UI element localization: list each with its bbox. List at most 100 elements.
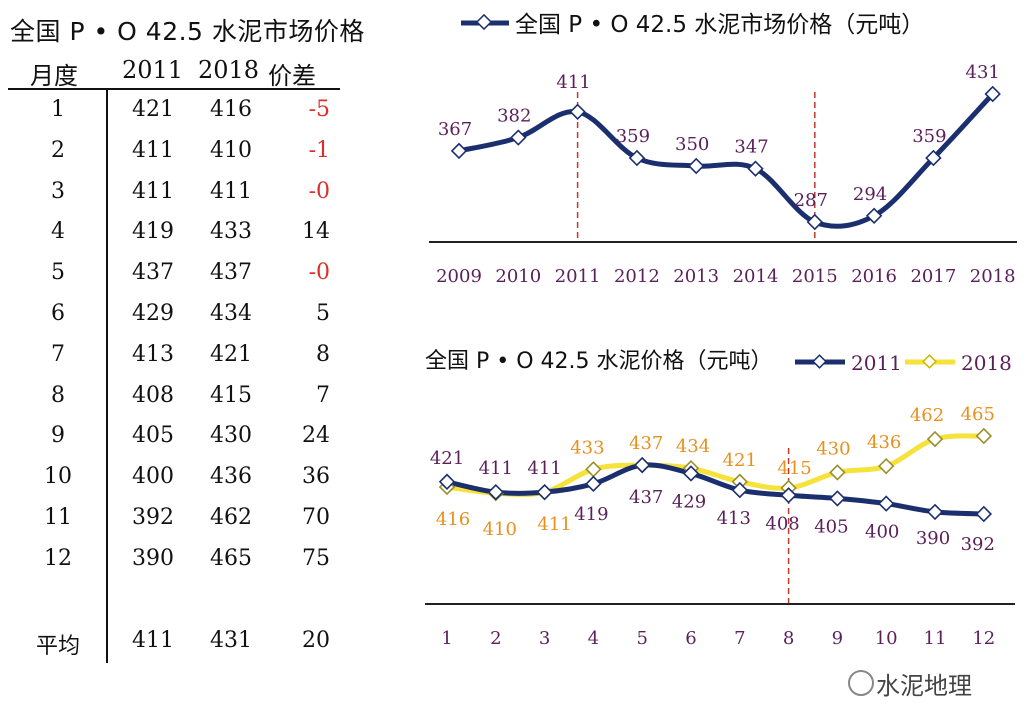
table-row-10-cell-2: 436 [210, 464, 252, 490]
x-tick-2009: 2009 [436, 266, 482, 287]
x-tick-month-6: 6 [685, 628, 696, 649]
table-row-3-cell-3: -0 [308, 178, 330, 204]
point-2010 [510, 129, 527, 146]
point-2015 [806, 213, 824, 231]
table-row-9-cell-0: 9 [51, 423, 65, 449]
table-row-8-cell-2: 415 [210, 382, 252, 408]
label-2018-2: 410 [483, 519, 517, 540]
table-row-11-cell-1: 392 [132, 505, 174, 530]
column-divider [106, 88, 108, 663]
table-row-1-cell-1: 421 [132, 97, 174, 122]
legend-2011-marker-icon [812, 354, 827, 369]
point-2018-11 [926, 430, 944, 448]
table-row-4-cell-1: 419 [132, 219, 174, 245]
table-row-7-cell-1: 413 [132, 341, 174, 367]
x-tick-month-10: 10 [875, 628, 898, 649]
label-2018-9: 430 [816, 438, 850, 459]
table-row-6-cell-3: 5 [316, 301, 330, 326]
point-2011-7 [731, 481, 749, 499]
wechat-icon [848, 670, 874, 696]
x-tick-month-4: 4 [588, 628, 599, 649]
table-row-12-cell-3: 75 [302, 545, 330, 571]
legend: 2011 2018 [795, 351, 1012, 375]
series-line-price [458, 92, 995, 229]
legend-2018-label: 2018 [961, 351, 1012, 375]
label-2011-1: 421 [430, 448, 464, 469]
point-2017 [925, 149, 942, 167]
label-2018-10: 436 [867, 432, 901, 453]
header-month: 月度 [30, 62, 78, 90]
point-2018-4 [585, 461, 602, 478]
data-label-2009: 367 [438, 119, 472, 140]
data-label-2012: 359 [616, 126, 650, 147]
table-row-average-cell-0: 平均 [35, 634, 80, 659]
label-2018-5: 437 [629, 433, 663, 454]
monthly-price-chart: 全国 P • O 42.5 水泥价格（元吨） 2011 2018 421 411 4… [425, 349, 1015, 649]
annual-price-chart: 全国 P • O 42.5 水泥市场价格（元吨） 367 382 411 359 350… [429, 12, 1017, 287]
point-2013 [687, 157, 705, 175]
x-tick-2017: 2017 [910, 266, 956, 287]
point-2011 [569, 103, 586, 120]
label-2011-12: 392 [961, 534, 995, 555]
data-label-2015: 287 [794, 190, 828, 211]
table-row-3-cell-0: 3 [51, 178, 65, 204]
x-tick-month-5: 5 [636, 628, 647, 649]
table-title: 全国 P • O 42.5 水泥市场价格 [10, 17, 365, 46]
table-row-10-cell-1: 400 [132, 464, 174, 490]
x-tick-month-2: 2 [490, 628, 501, 649]
legend-2018-marker-icon [922, 354, 937, 369]
label-2011-8: 408 [765, 513, 799, 534]
table-row-8-cell-3: 7 [316, 382, 330, 408]
x-tick-month-8: 8 [783, 628, 794, 649]
point-2009 [450, 142, 468, 160]
x-tick-2016: 2016 [851, 266, 897, 287]
table-row-7-cell-2: 421 [210, 341, 252, 367]
watermark-text: 水泥地理 [876, 672, 972, 700]
table-row-2-cell-0: 2 [51, 137, 65, 163]
point-2018-9 [829, 464, 846, 481]
label-2011-11: 390 [916, 528, 950, 549]
x-tick-2014: 2014 [733, 266, 779, 287]
table-row-8-cell-0: 8 [51, 382, 65, 408]
x-tick-2010: 2010 [495, 266, 541, 287]
point-2011-6 [682, 465, 700, 482]
table-row-12-cell-2: 465 [210, 545, 252, 571]
label-2011-2: 411 [479, 458, 513, 479]
table-row-5-cell-0: 5 [51, 260, 65, 286]
annual-chart-title: 全国 P • O 42.5 水泥市场价格（元吨） [515, 12, 924, 38]
label-2011-10: 400 [865, 522, 899, 543]
point-2018-7 [731, 473, 749, 490]
table-row-9-cell-3: 24 [302, 423, 330, 449]
data-label-2010: 382 [497, 106, 531, 127]
point-2011-8 [780, 487, 797, 504]
table-row-6-cell-1: 429 [132, 301, 174, 326]
table-row-11-cell-0: 11 [44, 505, 72, 530]
data-label-2013: 350 [675, 134, 709, 155]
table-row-2-cell-2: 410 [210, 137, 252, 163]
table-row-8-cell-1: 408 [132, 382, 174, 408]
table-row-10-cell-0: 10 [44, 464, 72, 490]
point-2018-12 [975, 427, 993, 445]
table-row-3-cell-1: 411 [132, 178, 174, 204]
data-label-2014: 347 [734, 137, 768, 158]
label-2011-4: 419 [574, 504, 608, 525]
table-row-5-cell-3: -0 [308, 260, 330, 286]
table-row-4-cell-2: 433 [210, 219, 252, 245]
label-2018-4: 433 [570, 437, 604, 458]
label-2011-6: 429 [672, 491, 706, 512]
table-row-2-cell-3: -1 [308, 137, 330, 163]
x-tick-month-9: 9 [832, 628, 843, 649]
table-row-11-cell-3: 70 [302, 505, 330, 530]
label-2018-3: 411 [537, 514, 571, 535]
table-row-average-cell-3: 20 [302, 628, 330, 653]
table-row-6-cell-2: 434 [210, 301, 252, 326]
x-tick-month-7: 7 [734, 628, 745, 649]
point-2012 [628, 149, 646, 167]
point-2011-10 [877, 495, 895, 512]
table-row-7-cell-3: 8 [316, 341, 330, 367]
point-2011-2 [487, 483, 505, 501]
x-tick-month-12: 12 [972, 628, 995, 649]
data-label-2011: 411 [556, 72, 590, 93]
point-2011-12 [975, 505, 993, 523]
table-row-9-cell-1: 405 [132, 423, 174, 449]
